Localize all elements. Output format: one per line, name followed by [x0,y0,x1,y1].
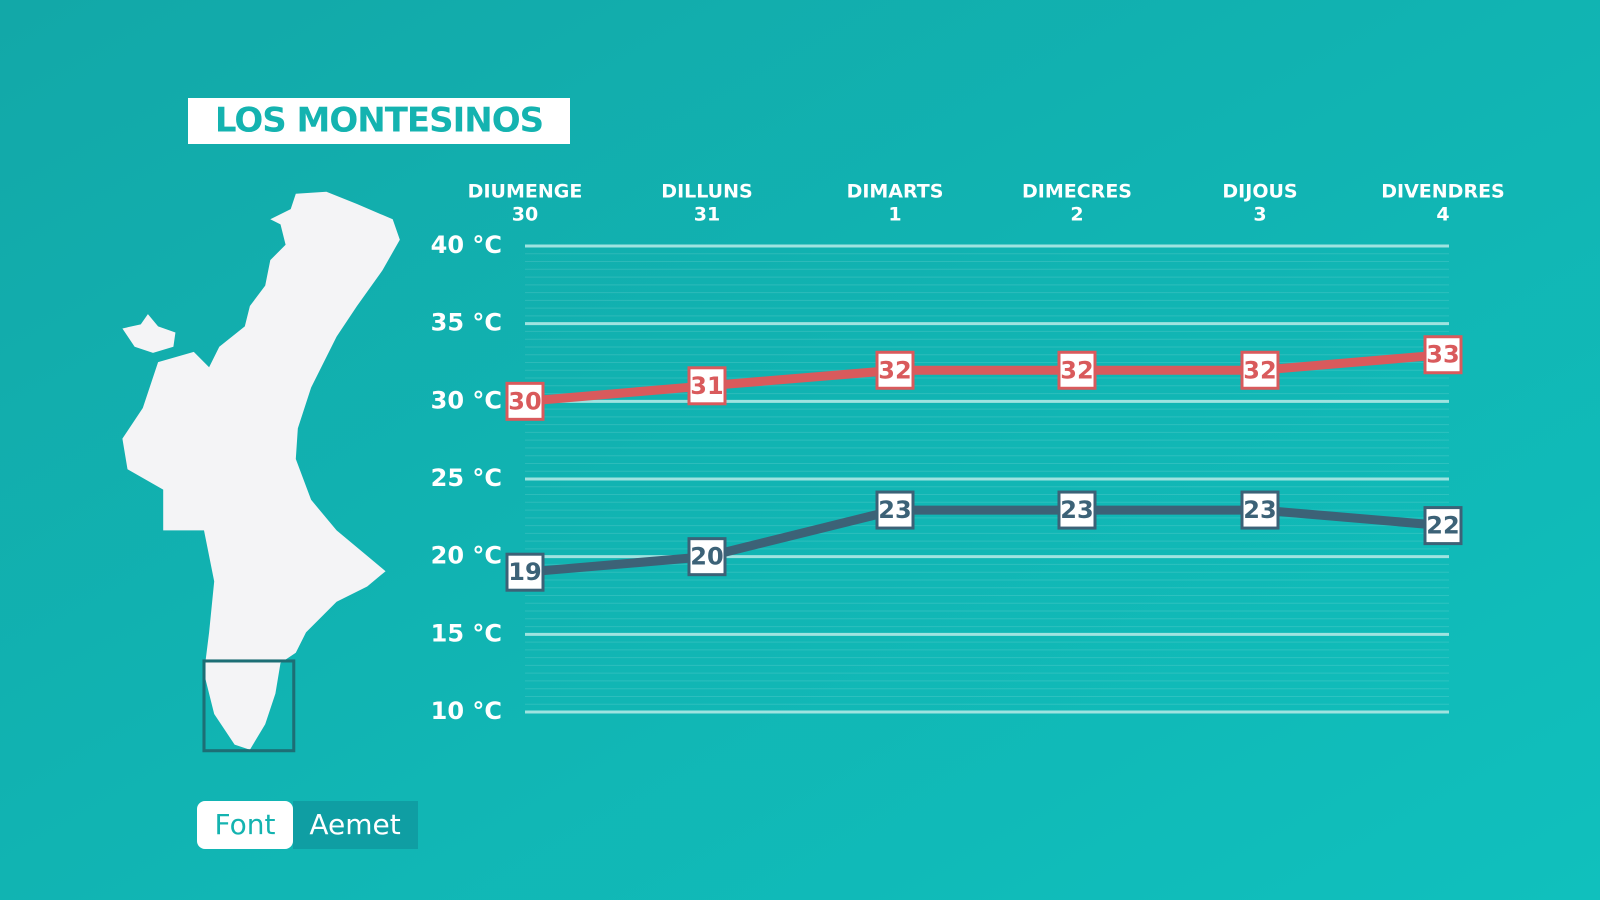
value-box [505,381,545,421]
location-box [202,659,296,753]
x-date-label: 4 [1436,204,1449,226]
y-tick-label: 10 °C [431,697,502,725]
title: LOS MONTESINOS [215,101,543,141]
value-box [1423,335,1463,375]
value-box [505,552,545,592]
value-box [1423,506,1463,546]
value-label: 23 [1060,496,1093,524]
map [122,191,400,753]
x-date-label: 3 [1253,204,1266,226]
region-shape [122,191,400,750]
y-tick-label: 35 °C [431,309,502,337]
source-label-box [197,801,293,849]
series-line [524,350,1444,406]
value-label: 23 [878,496,911,524]
value-label: 20 [690,543,723,571]
value-box [1057,490,1097,530]
y-tick-label: 40 °C [431,231,502,259]
x-category-label: DIVENDRES [1381,181,1505,203]
value-label: 19 [508,558,541,586]
x-category-label: DIMECRES [1022,181,1132,203]
y-tick-label: 30 °C [431,386,502,414]
x-category-label: DIJOUS [1222,181,1297,203]
value-label: 33 [1426,341,1459,369]
value-label: 32 [878,356,911,384]
source-label: Font [215,808,276,841]
series-line [524,505,1444,577]
value-label: 31 [690,372,723,400]
value-box [875,490,915,530]
enclave-shape [122,314,176,353]
x-category-label: DIUMENGE [468,181,583,203]
value-label: 23 [1243,496,1276,524]
x-category-label: DIMARTS [847,181,944,203]
value-box [687,366,727,406]
title-box [188,98,570,144]
value-label: 32 [1060,356,1093,384]
y-tick-label: 15 °C [431,619,502,647]
value-box [687,537,727,577]
value-label: 30 [508,387,541,415]
x-date-label: 31 [694,204,720,226]
y-tick-label: 25 °C [431,464,502,492]
value-box [1240,490,1280,530]
source-name: Aemet [309,808,400,841]
value-box [875,350,915,390]
x-date-label: 1 [888,204,901,226]
x-category-label: DILLUNS [661,181,752,203]
x-date-label: 2 [1070,204,1083,226]
value-label: 22 [1426,512,1459,540]
value-label: 32 [1243,356,1276,384]
value-box [1057,350,1097,390]
value-box [1240,350,1280,390]
x-date-label: 30 [512,204,538,226]
source-name-box [293,801,418,849]
y-tick-label: 20 °C [431,542,502,570]
